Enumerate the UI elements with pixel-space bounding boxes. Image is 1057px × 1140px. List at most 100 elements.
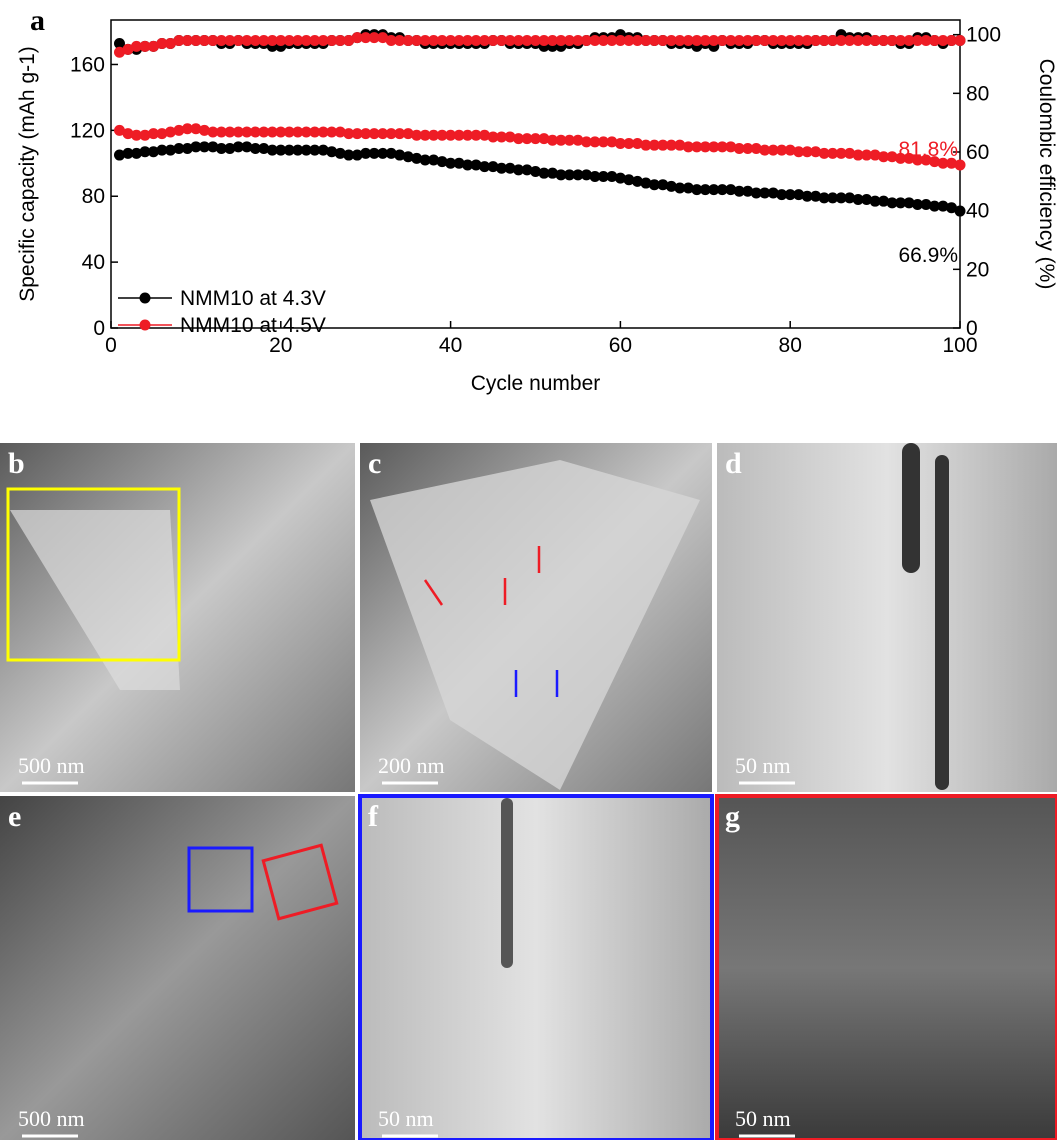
- data-point: [657, 35, 669, 47]
- data-point: [818, 147, 830, 159]
- data-point: [283, 35, 295, 47]
- data-point: [597, 35, 609, 47]
- data-point: [597, 170, 609, 182]
- data-point: [317, 126, 329, 138]
- data-point: [300, 35, 312, 47]
- data-point: [122, 147, 134, 159]
- data-point: [801, 146, 813, 158]
- data-point: [623, 138, 635, 150]
- data-point: [394, 149, 406, 161]
- data-point: [173, 124, 185, 136]
- data-point: [385, 128, 397, 140]
- data-point: [767, 144, 779, 156]
- data-point: [589, 170, 601, 182]
- data-point: [419, 129, 431, 141]
- data-point: [682, 182, 694, 194]
- data-point: [835, 147, 847, 159]
- data-point: [733, 142, 745, 154]
- data-point: [946, 35, 958, 47]
- data-point: [173, 142, 185, 154]
- data-point: [462, 159, 474, 171]
- data-point: [164, 126, 176, 138]
- data-point: [725, 35, 737, 47]
- panel-label: b: [8, 447, 25, 480]
- data-point: [861, 194, 873, 206]
- data-point: [232, 126, 244, 138]
- data-point: [275, 35, 287, 47]
- data-point: [224, 35, 236, 47]
- data-point: [530, 166, 541, 178]
- data-point: [631, 138, 643, 150]
- data-point: [190, 35, 202, 47]
- data-point: [699, 35, 711, 47]
- data-point: [317, 35, 329, 47]
- data-point: [699, 184, 711, 196]
- scale-label: 50 nm: [735, 1106, 791, 1131]
- data-point: [343, 128, 355, 140]
- image-e: [0, 796, 355, 1140]
- data-point: [453, 129, 465, 141]
- data-point: [742, 142, 754, 154]
- data-point: [648, 179, 660, 191]
- panel-label: g: [725, 800, 740, 833]
- data-point: [580, 169, 592, 181]
- data-point: [113, 124, 125, 136]
- data-point: [725, 141, 737, 153]
- data-point: [300, 144, 312, 156]
- data-point: [784, 144, 796, 156]
- data-point: [470, 129, 482, 141]
- data-point: [555, 134, 567, 146]
- data-point: [657, 139, 669, 151]
- y-tick-label: 0: [93, 317, 105, 340]
- data-point: [326, 35, 338, 47]
- data-point: [139, 146, 151, 158]
- data-point: [504, 162, 516, 174]
- data-point: [614, 172, 626, 184]
- y-axis-label: Specific capacity (mAh g-1): [16, 46, 39, 302]
- data-point: [844, 35, 856, 47]
- data-point: [258, 35, 270, 47]
- data-point: [920, 35, 932, 47]
- scale-label: 500 nm: [18, 753, 85, 778]
- data-point: [776, 35, 788, 47]
- data-point: [886, 151, 898, 163]
- data-point: [479, 161, 491, 173]
- panel-label: a: [30, 4, 45, 37]
- data-point: [479, 35, 491, 47]
- data-point: [181, 142, 193, 154]
- y-tick-label: 40: [82, 251, 105, 274]
- data-point: [665, 139, 677, 151]
- data-point: [546, 167, 558, 179]
- legend-marker: [139, 292, 151, 304]
- data-point: [954, 205, 966, 217]
- data-point: [801, 190, 813, 202]
- data-point: [241, 35, 253, 47]
- data-point: [572, 134, 584, 146]
- data-point: [631, 175, 643, 187]
- data-point: [852, 194, 864, 206]
- data-point: [750, 35, 762, 47]
- data-point: [275, 126, 287, 138]
- y2-tick-label: 40: [966, 200, 989, 223]
- grain: [370, 460, 700, 790]
- data-point: [903, 35, 915, 47]
- plot-frame: [110, 19, 961, 329]
- data-point: [530, 133, 541, 145]
- data-point: [725, 184, 737, 196]
- image-d: [717, 443, 1057, 792]
- data-point: [266, 126, 278, 138]
- data-point: [215, 35, 227, 47]
- data-point: [283, 126, 295, 138]
- annotation: 81.8%: [898, 138, 958, 161]
- data-point: [614, 35, 626, 47]
- data-point: [614, 138, 626, 150]
- data-point: [385, 147, 397, 159]
- data-point: [869, 35, 881, 47]
- data-point: [224, 142, 236, 154]
- data-point: [852, 149, 864, 161]
- data-point: [674, 139, 686, 151]
- data-point: [767, 187, 779, 199]
- data-point: [164, 37, 176, 49]
- data-point: [462, 35, 474, 47]
